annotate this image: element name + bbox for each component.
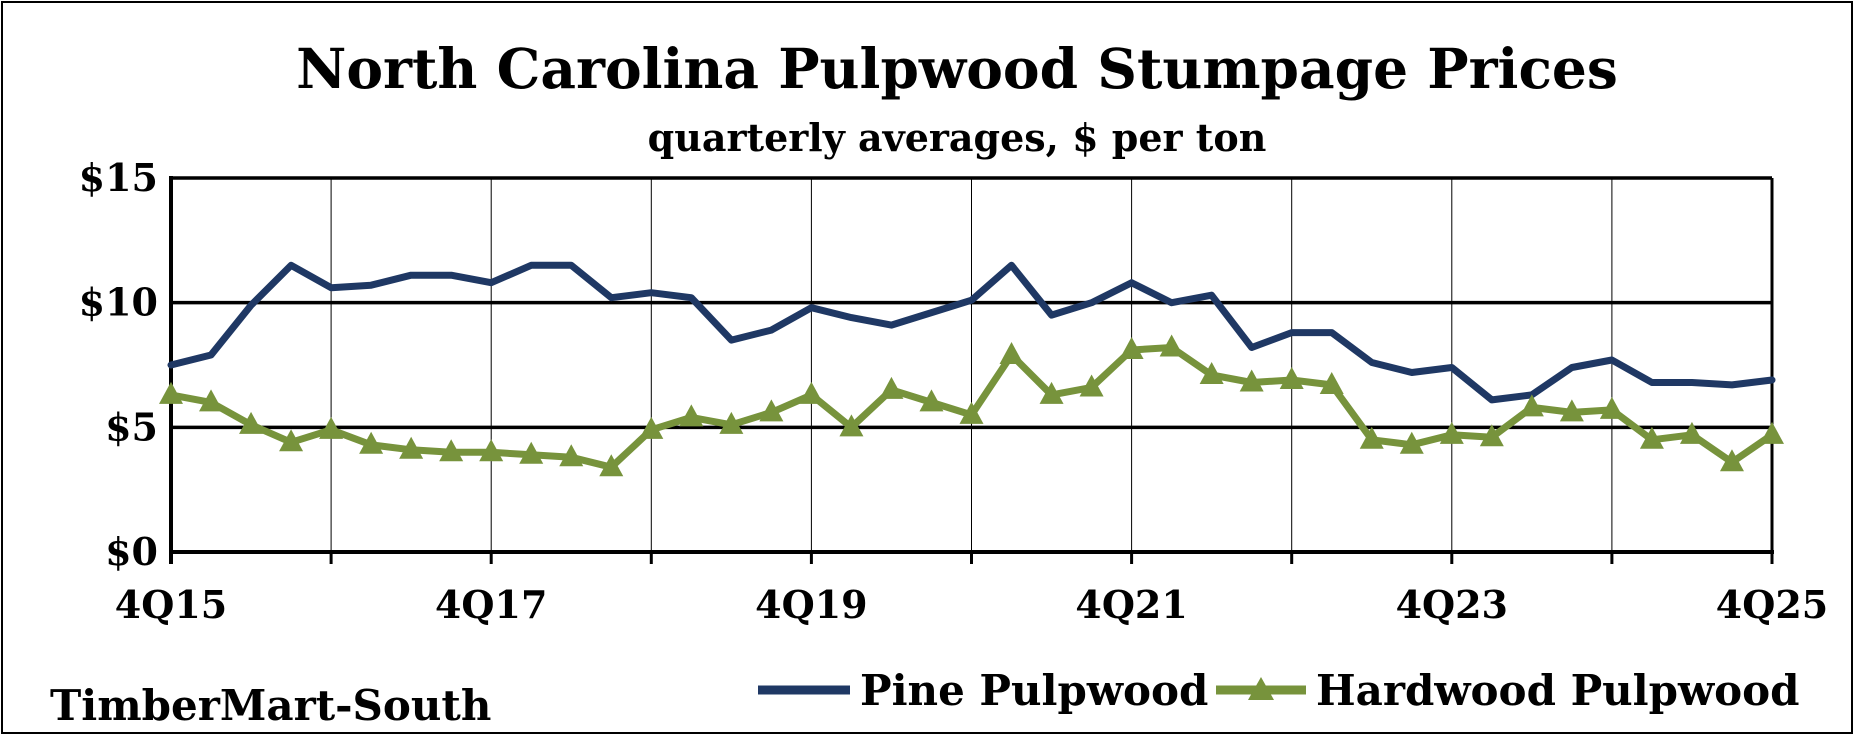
gridlines: [171, 176, 1772, 552]
hardwood-data-point: [279, 429, 304, 452]
hardwood-data-point: [1399, 431, 1424, 454]
hardwood-data-point: [1319, 371, 1344, 394]
hardwood-data-point: [879, 376, 904, 399]
hardwood-data-point: [799, 381, 824, 404]
legend-label-pine: Pine Pulpwood: [860, 666, 1208, 715]
series: [159, 261, 1784, 477]
hardwood-data-point: [759, 399, 784, 422]
source-label: TimberMart-South: [50, 681, 491, 730]
hardwood-data-point: [1760, 421, 1784, 444]
hardwood-data-point: [1239, 369, 1264, 392]
hardwood-data-point: [1679, 421, 1704, 444]
hardwood-data-point: [1639, 426, 1664, 449]
x-tick-label: 4Q23: [1396, 582, 1508, 627]
hardwood-data-point: [599, 454, 624, 477]
legend: Pine Pulpwood Hardwood Pulpwood: [758, 666, 1800, 715]
legend-marker-triangle: [1248, 677, 1274, 700]
x-tick-label: 4Q25: [1716, 582, 1828, 627]
hardwood-data-point: [1079, 374, 1104, 397]
hardwood-data-point: [1559, 399, 1584, 422]
hardwood-data-point: [1159, 334, 1184, 357]
y-tick-label: $5: [105, 404, 158, 449]
chart-title: North Carolina Pulpwood Stumpage Prices: [296, 36, 1618, 101]
hardwood-data-point: [1599, 396, 1624, 419]
hardwood-data-point: [719, 411, 744, 434]
axes: [169, 176, 1774, 564]
hardwood-data-point: [359, 431, 384, 454]
hardwood-data-point: [239, 411, 264, 434]
hardwood-data-point: [679, 404, 704, 427]
tick-labels: $0 $5 $10 $15 4Q15 4Q17 4Q19 4Q21 4Q23 4Q25: [79, 155, 1829, 627]
hardwood-data-point: [639, 416, 664, 439]
hardwood-data-point: [199, 389, 224, 412]
hardwood-data-point: [159, 381, 183, 404]
hardwood-data-point: [439, 439, 464, 462]
x-tick-label: 4Q17: [435, 582, 547, 627]
y-tick-label: $15: [79, 155, 158, 200]
hardwood-data-point: [919, 389, 944, 412]
y-tick-label: $10: [79, 280, 158, 325]
hardwood-data-point: [479, 439, 504, 462]
hardwood-data-point: [839, 414, 864, 437]
hardwood-data-point: [1719, 449, 1744, 472]
hardwood-data-point: [559, 444, 584, 467]
hardwood-data-point: [1199, 361, 1224, 384]
hardwood-data-point: [319, 416, 344, 439]
hardwood-data-point: [399, 436, 424, 459]
hardwood-data-point: [959, 401, 984, 424]
hardwood-data-point: [1119, 337, 1144, 360]
hardwood-data-point: [1039, 381, 1064, 404]
hardwood-data-point: [519, 441, 544, 464]
x-tick-label: 4Q15: [115, 582, 227, 627]
hardwood-data-point: [999, 342, 1024, 365]
hardwood-data-point: [1359, 426, 1384, 449]
hardwood-data-point: [1279, 366, 1304, 389]
x-tick-label: 4Q19: [755, 582, 867, 627]
series-line-pine: [167, 261, 1776, 404]
hardwood-data-point: [1479, 424, 1504, 447]
legend-label-hardwood: Hardwood Pulpwood: [1316, 666, 1800, 715]
y-tick-label: $0: [105, 529, 158, 574]
chart-subtitle: quarterly averages, $ per ton: [648, 115, 1267, 160]
hardwood-data-point: [1439, 421, 1464, 444]
hardwood-data-point: [1519, 394, 1544, 417]
x-tick-label: 4Q21: [1075, 582, 1187, 627]
